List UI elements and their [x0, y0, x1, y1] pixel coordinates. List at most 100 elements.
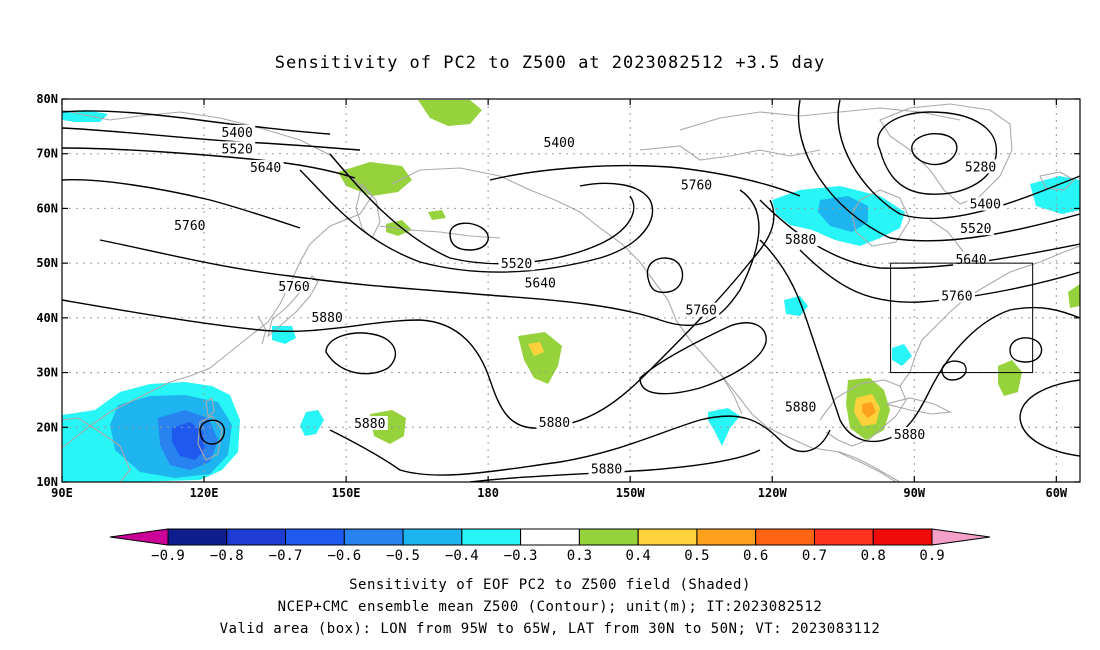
contour-5640-west: [62, 147, 356, 179]
lon-tick-label: 150E: [332, 486, 361, 500]
colorbar-high-triangle: [931, 528, 991, 546]
contour-label-bg: [953, 251, 990, 266]
colorbar-segment: [578, 528, 639, 546]
colorbar-segment: [696, 528, 757, 546]
lon-tick-label: 120E: [190, 486, 219, 500]
coast-indochina: [62, 417, 131, 482]
lon-tick-label: 150W: [616, 486, 646, 500]
contour-label: 5760: [686, 304, 717, 319]
lon-tick-label: 120W: [758, 486, 788, 500]
contour-5880-closed-c: [1009, 337, 1043, 363]
colorbar-label: −0.3: [504, 548, 538, 564]
contour-label: 5880: [785, 233, 816, 248]
contour-label: 5520: [222, 142, 253, 157]
lat-tick-label: 60N: [36, 201, 58, 215]
colorbar-segment: [872, 528, 933, 546]
contour-label: 5760: [174, 219, 205, 234]
coast-north-america-east: [921, 245, 1080, 341]
colorbar-label: 0.4: [626, 548, 651, 564]
colorbar-label: −0.4: [445, 548, 479, 564]
contour-5760-west: [62, 179, 301, 229]
contour-5880-atlantic-south: [1019, 379, 1080, 457]
contour-label: 5640: [525, 276, 556, 291]
latitude-axis: 80N 70N 60N 50N 40N 30N 20N 10N: [36, 92, 1080, 489]
map-panel: 5400552056405760576058805880540055205640…: [62, 99, 1080, 482]
colorbar-label: −0.9: [151, 548, 185, 564]
lat-tick-label: 70N: [36, 147, 58, 161]
contour-label: 5400: [544, 136, 575, 151]
contour-5880-closed-a: [325, 332, 397, 375]
contour-label-bg: [782, 232, 819, 247]
contour-label: 5880: [894, 428, 925, 443]
contour-label-bg: [309, 309, 346, 324]
contour-5880-closed-d: [941, 360, 967, 381]
contour-5880-pacific: [62, 199, 775, 429]
lat-tick-label: 30N: [36, 366, 58, 380]
colorbar-label: −0.5: [386, 548, 420, 564]
contour-label-bg: [219, 124, 256, 139]
z500-contours: [62, 99, 1080, 482]
coast-asia: [62, 109, 373, 449]
contour-label-bg: [782, 399, 819, 414]
contour-label: 5520: [960, 222, 991, 237]
colorbar-label: −0.6: [327, 548, 361, 564]
caption-line-3: Valid area (box): LON from 95W to 65W, L…: [220, 621, 881, 637]
shade-lightblue-canada: [818, 196, 868, 232]
coast-baja: [721, 375, 743, 415]
contour-5640-atlantic: [759, 199, 1080, 269]
coast-arctic-archipelago: [679, 107, 961, 131]
longitude-axis: 90E 120E 150E 180 150W 120W 90W 60W: [51, 99, 1068, 500]
contour-label-bg: [957, 221, 994, 236]
colorbar-label: −0.8: [210, 548, 244, 564]
figure-title: Sensitivity of PC2 to Z500 at 2023082512…: [275, 53, 826, 73]
contour-label: 5280: [965, 160, 996, 175]
colorbar-segment: [461, 528, 522, 546]
map-frame: [61, 98, 1081, 483]
coast-aleutians: [379, 225, 501, 239]
colorbar-segment: [755, 528, 815, 546]
contour-label: 5400: [222, 126, 253, 141]
shade-green-bermuda: [998, 360, 1022, 396]
lat-tick-label: 50N: [36, 256, 58, 270]
lon-tick-label: 90W: [903, 486, 925, 500]
contour-label-bg: [536, 414, 573, 429]
lat-tick-label: 40N: [36, 311, 58, 325]
contour-label: 5760: [681, 178, 712, 193]
colorbar-label: 0.6: [743, 548, 768, 564]
contour-5760-atlantic: [799, 249, 1080, 303]
contour-5880-closed-ph: [199, 419, 226, 445]
colorbar-segment: [402, 528, 463, 546]
contour-label-bg: [938, 288, 975, 303]
contour-label-bg: [962, 159, 999, 174]
valid-area-box: [890, 262, 1034, 374]
colorbar-segment: [226, 528, 287, 546]
shade-yellow-hawaii: [528, 342, 544, 356]
contour-5880-closed-b: [639, 322, 767, 395]
shade-orange-gulf: [862, 402, 876, 418]
contour-5880-south: [329, 415, 831, 476]
shade-green-alaska: [338, 162, 412, 196]
contour-5880-east: [759, 239, 1080, 443]
contour-label-bg: [683, 302, 720, 317]
shade-cyan-florida: [892, 344, 912, 366]
colorbar: −0.9 −0.8 −0.7 −0.6 −0.5 −0.4 −0.3 0.3 0.4 0.5 0.6…: [109, 528, 991, 564]
colorbar-segment: [285, 528, 345, 546]
shade-green-greenland: [418, 100, 482, 126]
coast-hudson-bay: [851, 189, 911, 247]
lat-tick-label: 20N: [36, 420, 58, 434]
lon-tick-label: 180: [477, 486, 499, 500]
coast-central-america: [837, 451, 897, 482]
contour-label-bg: [967, 196, 1004, 211]
shade-green-bering-a: [428, 210, 446, 220]
contour-label-bg: [891, 426, 928, 441]
contour-label: 5880: [354, 417, 385, 432]
contour-5280-atlantic-closed: [877, 111, 998, 195]
coast-taiwan: [205, 397, 215, 417]
contour-label-bg: [541, 134, 578, 149]
contour-label: 5880: [539, 416, 570, 431]
shade-negative-darkblue: [172, 422, 205, 460]
colorbar-low-triangle: [109, 528, 169, 546]
colorbar-label: 0.3: [567, 548, 592, 564]
contour-5640-pacific: [299, 169, 654, 273]
contour-label-bg: [171, 217, 208, 232]
